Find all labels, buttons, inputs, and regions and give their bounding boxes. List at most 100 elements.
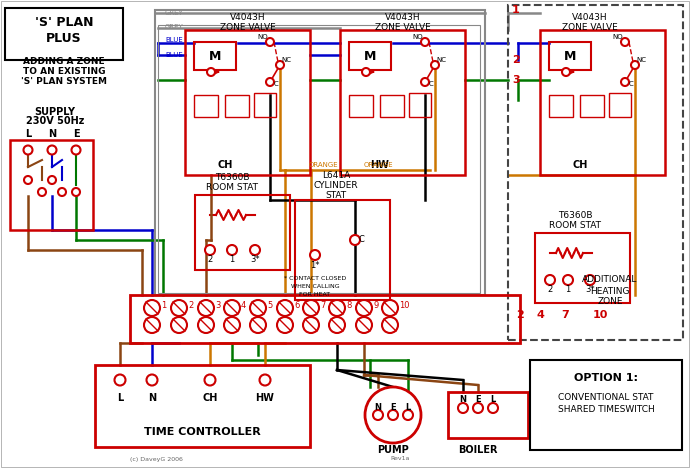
Circle shape bbox=[115, 374, 126, 386]
Text: HEATING: HEATING bbox=[590, 286, 630, 295]
Circle shape bbox=[72, 188, 80, 196]
Circle shape bbox=[227, 245, 237, 255]
Text: 2: 2 bbox=[516, 310, 524, 320]
Text: V4043H: V4043H bbox=[230, 14, 266, 22]
Circle shape bbox=[310, 250, 320, 260]
Text: NO: NO bbox=[413, 34, 423, 40]
Text: 230V 50Hz: 230V 50Hz bbox=[26, 116, 84, 126]
Bar bbox=[448, 392, 528, 438]
Text: 2: 2 bbox=[188, 300, 193, 309]
Text: ZONE: ZONE bbox=[598, 298, 623, 307]
Circle shape bbox=[198, 300, 214, 316]
Circle shape bbox=[382, 300, 398, 316]
Text: 1: 1 bbox=[565, 285, 571, 294]
Text: V4043H: V4043H bbox=[572, 14, 608, 22]
Text: V4043H: V4043H bbox=[385, 14, 421, 22]
Bar bbox=[349, 95, 373, 117]
Text: NO: NO bbox=[613, 34, 623, 40]
Text: L: L bbox=[25, 129, 31, 139]
Text: 3*: 3* bbox=[250, 256, 260, 264]
Text: ROOM STAT: ROOM STAT bbox=[206, 183, 258, 192]
Text: N: N bbox=[48, 129, 56, 139]
Bar bbox=[254, 93, 276, 117]
Circle shape bbox=[224, 300, 240, 316]
Text: 4: 4 bbox=[536, 310, 544, 320]
Circle shape bbox=[303, 300, 319, 316]
Bar bbox=[5, 8, 123, 60]
Text: 1*: 1* bbox=[310, 262, 319, 271]
Text: M: M bbox=[564, 50, 576, 63]
Circle shape bbox=[259, 374, 270, 386]
Bar bbox=[194, 42, 236, 70]
Text: 2: 2 bbox=[547, 285, 553, 294]
Text: E: E bbox=[475, 395, 481, 404]
Text: BOILER: BOILER bbox=[458, 445, 497, 455]
Circle shape bbox=[224, 317, 240, 333]
Text: 7: 7 bbox=[320, 300, 326, 309]
Text: E: E bbox=[72, 129, 79, 139]
Circle shape bbox=[621, 78, 629, 86]
Text: PUMP: PUMP bbox=[377, 445, 409, 455]
Text: ZONE VALVE: ZONE VALVE bbox=[562, 22, 618, 31]
Text: L: L bbox=[491, 395, 495, 404]
Text: 4: 4 bbox=[241, 300, 246, 309]
Circle shape bbox=[266, 78, 274, 86]
Bar bbox=[549, 95, 573, 117]
Circle shape bbox=[421, 78, 429, 86]
Text: Rev1a: Rev1a bbox=[390, 456, 409, 461]
Text: ADDITIONAL: ADDITIONAL bbox=[582, 276, 638, 285]
Text: ZONE VALVE: ZONE VALVE bbox=[220, 22, 276, 31]
Bar bbox=[185, 30, 310, 175]
Bar bbox=[549, 42, 591, 70]
Text: NO: NO bbox=[257, 34, 268, 40]
Text: C: C bbox=[274, 81, 278, 87]
Text: 10: 10 bbox=[592, 310, 608, 320]
Bar bbox=[609, 93, 631, 117]
Circle shape bbox=[356, 300, 372, 316]
Circle shape bbox=[621, 38, 629, 46]
Bar bbox=[95, 365, 310, 447]
Circle shape bbox=[631, 61, 639, 69]
Text: ZONE VALVE: ZONE VALVE bbox=[375, 22, 431, 31]
Text: 'S' PLAN SYSTEM: 'S' PLAN SYSTEM bbox=[21, 78, 107, 87]
Text: 'S' PLAN: 'S' PLAN bbox=[34, 16, 93, 29]
Bar bbox=[535, 233, 630, 303]
Text: ROOM STAT: ROOM STAT bbox=[549, 220, 601, 229]
Bar bbox=[530, 360, 682, 450]
Bar bbox=[195, 195, 290, 270]
Text: WHEN CALLING: WHEN CALLING bbox=[290, 284, 339, 288]
Text: CONVENTIONAL STAT: CONVENTIONAL STAT bbox=[558, 394, 653, 402]
Bar bbox=[158, 25, 480, 293]
Text: ORANGE: ORANGE bbox=[308, 162, 338, 168]
Text: NC: NC bbox=[636, 57, 646, 63]
Circle shape bbox=[431, 61, 439, 69]
Bar bbox=[409, 93, 431, 117]
Text: TO AN EXISTING: TO AN EXISTING bbox=[23, 67, 106, 76]
Bar bbox=[340, 30, 465, 175]
Text: GREY: GREY bbox=[165, 24, 184, 30]
Circle shape bbox=[144, 317, 160, 333]
Circle shape bbox=[146, 374, 157, 386]
Bar bbox=[295, 200, 390, 300]
Text: L: L bbox=[117, 393, 123, 403]
Bar bbox=[508, 5, 683, 340]
Circle shape bbox=[24, 176, 32, 184]
Text: T6360B: T6360B bbox=[558, 211, 592, 219]
Circle shape bbox=[350, 235, 360, 245]
Text: 10: 10 bbox=[399, 300, 409, 309]
Bar bbox=[380, 95, 404, 117]
Text: BLUE: BLUE bbox=[165, 37, 183, 43]
Text: 3: 3 bbox=[512, 75, 520, 85]
Text: SHARED TIMESWITCH: SHARED TIMESWITCH bbox=[558, 405, 654, 415]
Text: E: E bbox=[390, 402, 396, 411]
Bar bbox=[225, 95, 249, 117]
Text: CH: CH bbox=[572, 160, 588, 170]
Text: 5: 5 bbox=[267, 300, 273, 309]
Circle shape bbox=[458, 403, 468, 413]
Text: C: C bbox=[358, 235, 364, 244]
Bar bbox=[580, 95, 604, 117]
Text: M: M bbox=[364, 50, 376, 63]
Text: 1: 1 bbox=[161, 300, 166, 309]
Text: T6360B: T6360B bbox=[215, 174, 249, 183]
Text: 1: 1 bbox=[512, 5, 520, 15]
